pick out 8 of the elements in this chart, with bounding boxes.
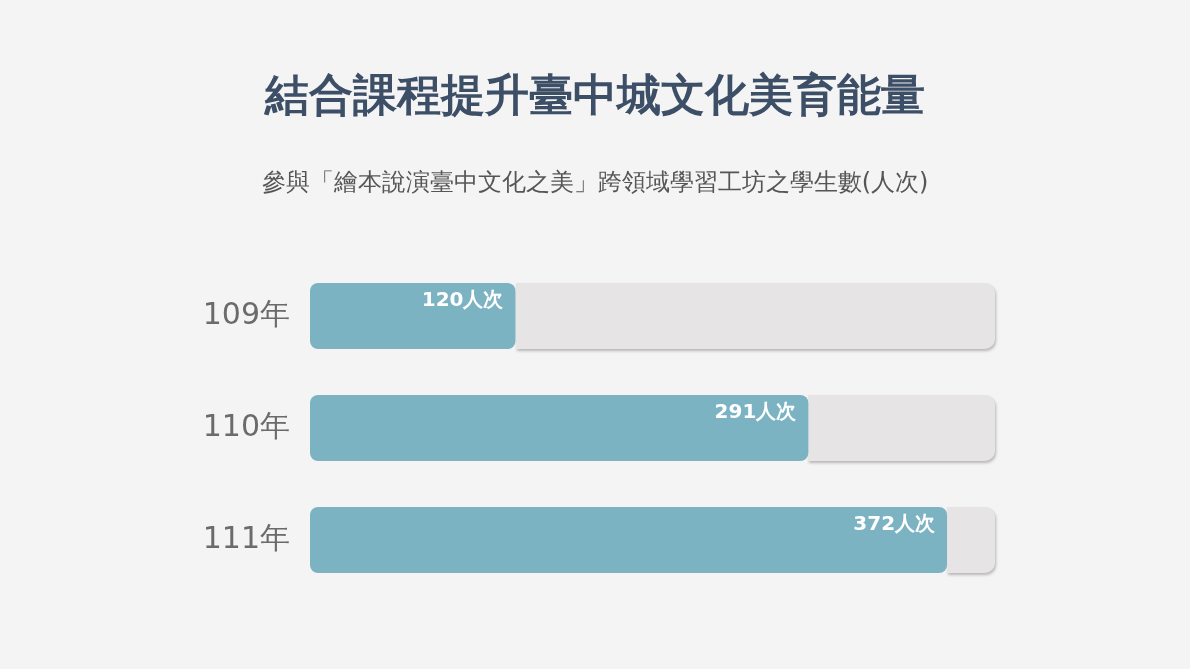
chart-subtitle: 參與「繪本說演臺中文化之美」跨領域學習工坊之學生數(人次)	[260, 167, 930, 198]
y-tick-label: 109年	[202, 295, 290, 331]
y-tick-label: 111年	[202, 519, 290, 555]
chart-title: 結合課程提升臺中城文化美育能量	[263, 68, 926, 122]
data-label: 120人次	[421, 287, 505, 312]
data-label: 372人次	[853, 511, 937, 536]
y-tick-label: 110年	[202, 407, 290, 443]
data-label: 291人次	[714, 399, 798, 424]
